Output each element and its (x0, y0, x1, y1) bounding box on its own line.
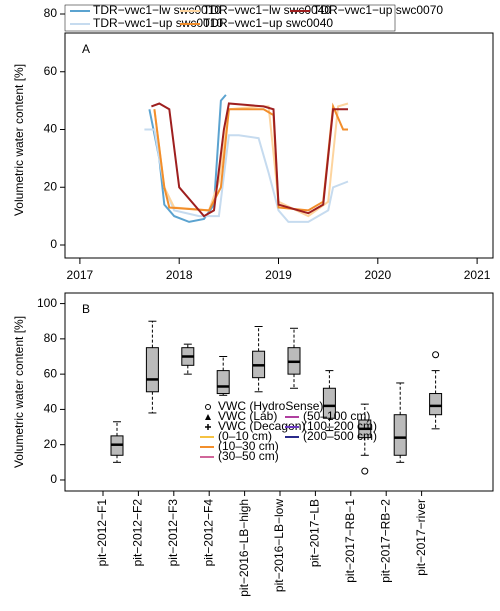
legend-label: (200–500 cm) (303, 429, 377, 443)
legend-label: TDR−vwc1−up swc0040 (203, 16, 333, 30)
series-line (153, 102, 349, 218)
x-tick-label: pit−2017−RB−2 (378, 499, 392, 583)
x-tick-label: pit−2017−RB−1 (343, 499, 357, 583)
legend-label: TDR−vwc1−up swc0010 (93, 16, 223, 30)
panel-label: A (82, 42, 90, 56)
flier (432, 351, 440, 359)
legend-label: VWC (Lab) (218, 409, 277, 423)
legend-symbol (205, 414, 211, 420)
y-tick-label: 100 (37, 296, 57, 310)
y-tick-label: 20 (44, 179, 58, 193)
y-tick-label: 40 (44, 122, 58, 136)
legend-label: (0–10 cm) (218, 429, 272, 443)
y-tick-label: 80 (44, 331, 58, 345)
x-tick-label: pit−2012−F3 (166, 499, 180, 567)
box (216, 370, 230, 395)
y-axis-title: Volumetric water content [%] (12, 316, 26, 468)
panel-b-frame (64, 292, 494, 492)
box (322, 387, 336, 419)
legend-label: (50–100 cm) (303, 409, 370, 423)
legend-label: TDR−vwc1−lw swc0040 (203, 3, 331, 17)
x-tick-label: 2017 (67, 268, 94, 282)
box (145, 347, 159, 393)
x-tick-label: pit−2012−F2 (131, 499, 145, 567)
legend-label: (100–200 cm) (303, 419, 377, 433)
y-tick-label: 60 (44, 64, 58, 78)
x-tick-label: pit−2012−F1 (95, 499, 109, 567)
legend-label: TDR−vwc1−up swc0070 (313, 3, 443, 17)
series-line (153, 102, 348, 212)
x-tick-label: pit−2012−F4 (201, 499, 215, 567)
x-tick-label: pit−2016−LB−low (272, 499, 286, 592)
legend-label: VWC (HydroSense) (218, 399, 323, 413)
x-tick-label: pit−2017−river (414, 499, 428, 576)
y-tick-label: 0 (50, 472, 57, 486)
legend-symbol (205, 424, 211, 430)
legend-label: (10–30 cm) (218, 439, 279, 453)
legend-label: (30–50 cm) (218, 449, 279, 463)
box (393, 414, 407, 456)
series-line (151, 102, 348, 218)
x-tick-label: 2019 (265, 268, 292, 282)
y-tick-label: 40 (44, 402, 58, 416)
panel-label: B (82, 302, 90, 316)
x-tick-label: 2021 (464, 268, 491, 282)
y-axis-title: Volumetric water content [%] (12, 64, 26, 216)
y-tick-label: 80 (44, 6, 58, 20)
x-tick-label: 2020 (364, 268, 391, 282)
series-line (148, 94, 227, 223)
legend-label: VWC (Decagon) (218, 419, 305, 433)
x-tick-label: 2018 (166, 268, 193, 282)
y-tick-label: 0 (50, 237, 57, 251)
x-tick-label: pit−2017−LB (308, 499, 322, 567)
legend-symbol (205, 404, 211, 410)
panel-a-frame (64, 32, 494, 259)
box (429, 393, 443, 416)
legend-box (64, 4, 396, 32)
y-tick-label: 60 (44, 366, 58, 380)
x-tick-label: pit−2016−LB−high (237, 499, 251, 597)
y-tick-label: 20 (44, 437, 58, 451)
legend-label: TDR−vwc1−lw swc0010 (93, 3, 221, 17)
flier (361, 467, 369, 475)
